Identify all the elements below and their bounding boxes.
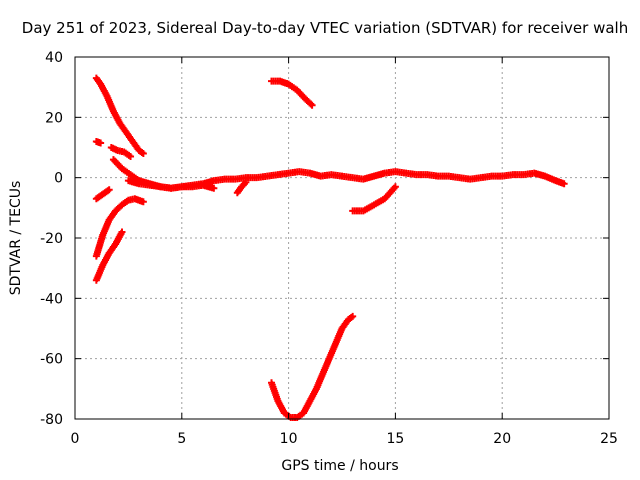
x-tick-label: 20	[493, 431, 511, 447]
series-arc-12	[268, 312, 357, 421]
data-point	[391, 183, 399, 191]
data-point	[139, 150, 147, 158]
data-point	[118, 228, 126, 236]
data-point	[127, 153, 135, 161]
series-arc-1	[92, 74, 147, 158]
x-tick-label: 0	[71, 431, 80, 447]
y-tick-label: -60	[40, 352, 63, 368]
series-arc-3	[107, 144, 135, 161]
x-axis-label: GPS time / hours	[281, 458, 398, 474]
data-point	[139, 198, 147, 206]
y-tick-label: -80	[40, 412, 63, 428]
y-tick-label: -40	[40, 291, 63, 307]
y-tick-label: 20	[45, 110, 63, 126]
series-arc-8	[124, 177, 218, 192]
data-point	[105, 186, 113, 194]
data-point	[210, 184, 218, 192]
series-arc-2	[92, 137, 105, 147]
data-point	[308, 101, 316, 109]
data-point	[349, 312, 357, 320]
x-tick-label: 5	[177, 431, 186, 447]
series-arc-6	[92, 228, 126, 284]
grid-lines	[75, 57, 609, 419]
series-arc-5	[92, 195, 147, 260]
data-point	[560, 180, 568, 188]
series-arc-11	[349, 183, 399, 215]
data-point	[307, 100, 315, 108]
series-arc-4	[92, 186, 113, 203]
chart-title: Day 251 of 2023, Sidereal Day-to-day VTE…	[22, 19, 628, 37]
y-axis-label: SDTVAR / TECUs	[8, 181, 24, 296]
axis-ticks: 0 5 10 15 20 25 -80 -60 -40 -20 0 20 40	[40, 50, 618, 447]
x-tick-label: 25	[600, 431, 618, 447]
series-arc-10	[268, 77, 316, 109]
y-tick-label: -20	[40, 231, 63, 247]
data-points	[92, 74, 568, 421]
series-arc-9	[233, 178, 250, 197]
x-tick-label: 15	[386, 431, 404, 447]
y-tick-label: 40	[45, 50, 63, 66]
y-tick-label: 0	[54, 171, 63, 187]
data-point	[97, 139, 105, 147]
x-tick-label: 10	[280, 431, 298, 447]
data-point	[242, 178, 250, 186]
series-arc-7	[109, 156, 568, 192]
